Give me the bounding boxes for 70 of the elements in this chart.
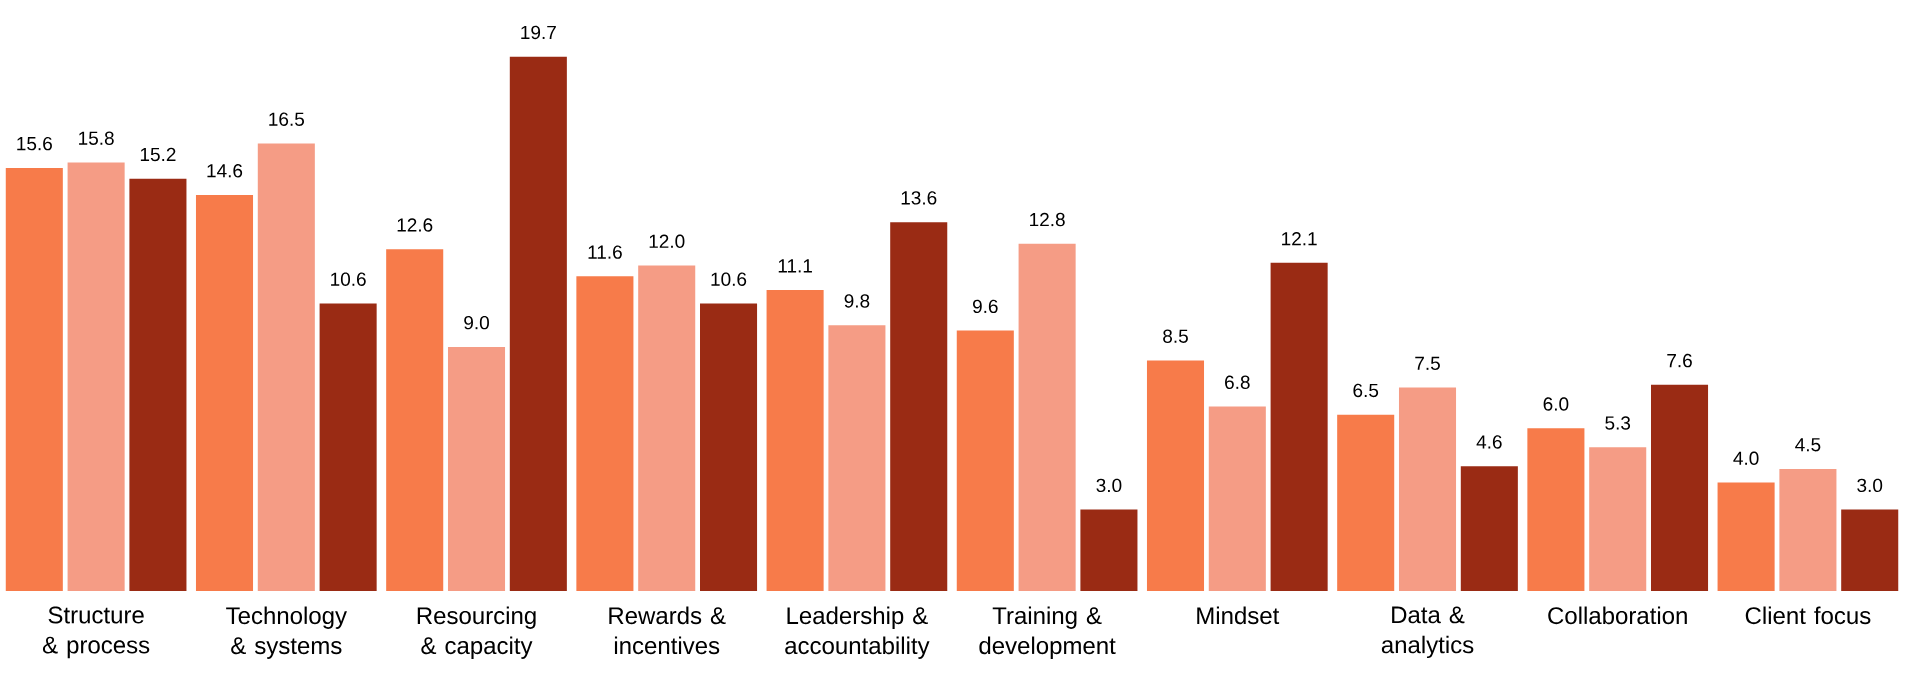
bar bbox=[1398, 387, 1457, 591]
data-label: 5.3 bbox=[1605, 416, 1631, 430]
bar bbox=[766, 289, 824, 591]
x-tick-label: Rewards & incentives bbox=[609, 606, 726, 655]
x-tick-label: Leadership & accountability bbox=[785, 606, 930, 659]
bar bbox=[67, 162, 125, 591]
data-label: 10.6 bbox=[711, 272, 747, 286]
x-tick-label: Training & development bbox=[979, 606, 1116, 659]
data-label: 14.6 bbox=[207, 164, 243, 178]
data-label: 11.1 bbox=[778, 259, 812, 273]
data-label: 6.8 bbox=[1225, 375, 1250, 390]
bar bbox=[1460, 466, 1518, 591]
bar bbox=[1080, 509, 1138, 591]
data-label: 12.1 bbox=[1282, 232, 1317, 246]
data-label: 6.5 bbox=[1353, 383, 1379, 398]
bar bbox=[1146, 360, 1205, 591]
data-label: 13.6 bbox=[901, 191, 937, 205]
bar bbox=[828, 325, 886, 591]
data-label: 8.5 bbox=[1163, 329, 1188, 343]
bar bbox=[1717, 482, 1775, 591]
data-label: 15.8 bbox=[79, 131, 114, 145]
data-label: 7.5 bbox=[1415, 356, 1440, 371]
bar bbox=[257, 143, 315, 591]
data-label: 7.6 bbox=[1667, 353, 1692, 368]
data-label: 6.0 bbox=[1543, 397, 1569, 411]
data-label: 3.0 bbox=[1096, 478, 1122, 493]
data-label: 11.6 bbox=[588, 245, 622, 259]
data-label: 9.0 bbox=[464, 315, 489, 330]
bar bbox=[509, 56, 567, 591]
data-label: 9.8 bbox=[844, 294, 870, 308]
bar bbox=[1208, 406, 1266, 591]
data-label: 12.0 bbox=[649, 234, 685, 248]
data-label: 12.8 bbox=[1030, 212, 1065, 227]
bar bbox=[1337, 414, 1395, 591]
bar bbox=[956, 330, 1014, 591]
x-tick-label: Structure & process bbox=[42, 606, 150, 659]
bar bbox=[1589, 447, 1647, 591]
x-tick-label: Mindset bbox=[1197, 606, 1280, 625]
x-tick-label: Technology & systems bbox=[226, 606, 347, 659]
bar bbox=[1270, 262, 1328, 591]
bar bbox=[129, 178, 187, 591]
bar bbox=[1018, 243, 1076, 591]
x-tick-label: Collaboration bbox=[1548, 606, 1687, 625]
data-label: 19.7 bbox=[521, 25, 556, 40]
data-label: 16.5 bbox=[269, 112, 305, 126]
bar bbox=[1527, 428, 1585, 591]
data-label: 4.5 bbox=[1795, 438, 1821, 452]
bar bbox=[1779, 468, 1837, 591]
bar bbox=[890, 222, 948, 591]
bar bbox=[319, 303, 377, 591]
data-label: 3.0 bbox=[1857, 478, 1883, 493]
x-tick-label: Client focus bbox=[1745, 606, 1871, 625]
bar bbox=[638, 265, 696, 591]
bar bbox=[386, 249, 444, 591]
x-tick-label: Resourcing & capacity bbox=[417, 606, 536, 659]
data-label: 4.0 bbox=[1733, 451, 1759, 465]
bar bbox=[5, 167, 63, 591]
bar bbox=[576, 276, 634, 591]
bar bbox=[447, 346, 506, 591]
data-label: 4.6 bbox=[1476, 435, 1502, 449]
data-label: 15.2 bbox=[140, 147, 176, 162]
bar bbox=[195, 195, 254, 591]
bar bbox=[700, 303, 758, 591]
bar bbox=[1650, 384, 1709, 591]
x-tick-label: Data & analytics bbox=[1381, 606, 1474, 659]
bar bbox=[1841, 509, 1899, 591]
data-label: 15.6 bbox=[17, 136, 52, 151]
data-label: 9.6 bbox=[972, 299, 998, 314]
data-label: 12.6 bbox=[397, 218, 433, 232]
data-label: 10.6 bbox=[331, 272, 366, 286]
